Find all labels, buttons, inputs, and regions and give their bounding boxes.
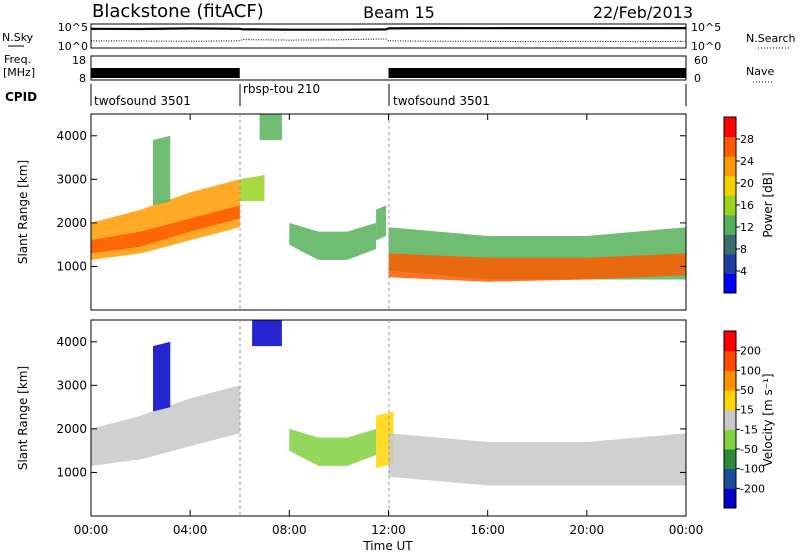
velocity-region-2	[153, 341, 171, 412]
power-colorbar-cell	[724, 117, 736, 138]
power-panel: 1000 2000 3000 4000 Slant Range [km]	[16, 113, 687, 311]
time-tick-label: 12:00	[371, 523, 406, 537]
freq-tick-top: 18	[72, 54, 86, 67]
power-colorbar-tick: 4	[740, 265, 747, 278]
power-colorbar-cell	[724, 273, 736, 294]
frequency-bar-2	[388, 68, 686, 78]
noise-search-line	[90, 38, 687, 43]
velocity-colorbar-cell	[724, 429, 736, 450]
date-title: 22/Feb/2013	[593, 3, 693, 22]
velocity-ytick-label: 3000	[56, 378, 87, 392]
noise-sky-label: N.Sky	[2, 31, 34, 44]
velocity-colorbar-cell	[724, 331, 736, 352]
power-colorbar: 28 24 20 16 12 8 4 Power [dB]	[723, 116, 775, 294]
noise-right-tick-bottom: 10^0	[691, 40, 721, 53]
velocity-colorbar-tick: 100	[740, 364, 761, 377]
power-colorbar-cell	[724, 214, 736, 235]
power-ytick-label: 2000	[56, 216, 87, 230]
time-tick-label: 00:00	[74, 523, 109, 537]
velocity-colorbar-cell	[724, 409, 736, 430]
velocity-colorbar-tick: -200	[740, 482, 765, 495]
power-colorbar-tick: 24	[740, 155, 754, 168]
power-ylabel: Slant Range [km]	[16, 160, 30, 264]
nave-label: Nave	[746, 65, 774, 78]
velocity-ytick-label: 1000	[56, 465, 87, 479]
power-colorbar-cell	[724, 175, 736, 196]
power-colorbar-tick: 16	[740, 199, 754, 212]
power-colorbar-cell	[724, 136, 736, 157]
velocity-panel: 1000 2000 3000 4000 00:00 04:00 08:00 12:00 16:…	[16, 114, 703, 553]
power-colorbar-tick: 20	[740, 177, 754, 190]
power-ytick-label: 1000	[56, 259, 87, 273]
velocity-colorbar: 200 100 50 15 -15 -50 -100 -200 Velocity [m s⁻¹…	[723, 330, 775, 509]
velocity-colorbar-tick: 200	[740, 345, 761, 358]
time-tick-label: 08:00	[272, 523, 307, 537]
velocity-ylabel: Slant Range [km]	[16, 366, 30, 470]
freq-label: Freq.	[4, 53, 31, 66]
power-colorbar-tick: 8	[740, 243, 747, 256]
cpid-label: CPID	[5, 90, 37, 104]
velocity-colorbar-tick: -50	[740, 443, 758, 456]
velocity-colorbar-label: Velocity [m s⁻¹]	[761, 373, 775, 466]
velocity-ytick-label: 4000	[56, 335, 87, 349]
power-colorbar-label: Power [dB]	[761, 172, 775, 237]
frequency-panel: Freq. [MHz] 18 8 60 0 Nave	[3, 53, 774, 85]
noise-panel: N.Sky 10^5 10^0 10^5 10^0 N.Search	[2, 21, 796, 53]
power-region-5	[259, 114, 282, 141]
noise-search-label: N.Search	[746, 32, 796, 45]
power-colorbar-cell	[724, 195, 736, 216]
velocity-region-6	[388, 433, 686, 486]
noise-left-tick-top: 10^5	[58, 21, 88, 34]
velocity-colorbar-cell	[724, 488, 736, 509]
velocity-colorbar-tick: 15	[740, 404, 754, 417]
velocity-region-4	[289, 428, 377, 466]
noise-left-tick-bottom: 10^0	[58, 40, 88, 53]
velocity-ytick-label: 2000	[56, 422, 87, 436]
power-colorbar-cell	[724, 253, 736, 274]
velocity-colorbar-tick: -100	[740, 463, 765, 476]
cpid-panel: CPID twofsound 3501 rbsp-tou 210 twofsou…	[5, 82, 687, 108]
power-region-7	[376, 205, 386, 241]
power-colorbar-cell	[724, 234, 736, 255]
velocity-colorbar-cell	[724, 370, 736, 391]
time-axis-label: Time UT	[362, 539, 413, 553]
velocity-colorbar-cell	[724, 390, 736, 411]
noise-right-tick-top: 10^5	[691, 21, 721, 34]
freq-unit: [MHz]	[3, 66, 35, 79]
power-region-4	[239, 175, 265, 202]
cpid-segment-1: twofsound 3501	[94, 94, 191, 108]
power-region-6	[289, 222, 377, 260]
velocity-colorbar-cell	[724, 350, 736, 371]
freq-tick-bottom: 8	[79, 72, 86, 85]
velocity-colorbar-tick: 50	[740, 384, 754, 397]
noise-sky-line	[90, 26, 687, 31]
power-region-9	[388, 253, 686, 282]
frequency-bar-1	[91, 68, 240, 78]
time-tick-label: 20:00	[570, 523, 605, 537]
nave-tick-top: 60	[694, 54, 708, 67]
nave-tick-bottom: 0	[694, 72, 701, 85]
power-colorbar-cell	[724, 156, 736, 177]
power-colorbar-tick: 28	[740, 133, 754, 146]
time-tick-label: 16:00	[470, 523, 505, 537]
time-tick-label: 00:00	[669, 523, 704, 537]
power-ytick-label: 4000	[56, 129, 87, 143]
cpid-segment-3: twofsound 3501	[393, 94, 490, 108]
power-region-3	[153, 135, 171, 206]
velocity-colorbar-tick: -15	[740, 423, 758, 436]
power-ytick-label: 3000	[56, 172, 87, 186]
power-region-2	[91, 205, 240, 254]
station-title: Blackstone (fitACF)	[92, 1, 264, 22]
beam-title: Beam 15	[363, 3, 435, 22]
velocity-colorbar-cell	[724, 468, 736, 489]
velocity-region-1	[91, 385, 240, 466]
time-tick-label: 04:00	[173, 523, 208, 537]
velocity-colorbar-cell	[724, 449, 736, 470]
velocity-region-3	[252, 320, 282, 347]
cpid-segment-2: rbsp-tou 210	[243, 82, 320, 96]
power-colorbar-tick: 12	[740, 221, 754, 234]
